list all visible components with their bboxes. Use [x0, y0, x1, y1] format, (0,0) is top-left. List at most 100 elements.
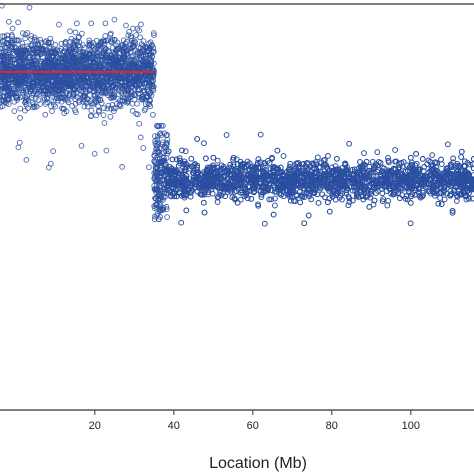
- data-point: [42, 42, 48, 49]
- data-point: [57, 79, 64, 86]
- data-point: [111, 105, 117, 112]
- data-point: [20, 56, 27, 63]
- data-point: [53, 86, 59, 93]
- data-point: [151, 216, 158, 222]
- data-point: [158, 158, 165, 164]
- data-point: [45, 164, 52, 171]
- data-point: [11, 98, 18, 105]
- data-point: [59, 105, 65, 112]
- data-point: [78, 142, 85, 149]
- data-point: [51, 101, 57, 108]
- data-point: [66, 62, 73, 68]
- data-point: [42, 111, 49, 118]
- data-point: [33, 61, 39, 67]
- data-point: [36, 46, 43, 52]
- data-point: [123, 83, 130, 90]
- data-point: [103, 75, 109, 82]
- data-point: [53, 92, 59, 99]
- data-point: [119, 42, 126, 49]
- data-point: [72, 109, 79, 116]
- data-point: [101, 105, 107, 111]
- data-point: [137, 70, 144, 76]
- data-point: [117, 75, 124, 82]
- data-point: [86, 40, 93, 46]
- data-point: [0, 89, 6, 96]
- data-point: [40, 75, 47, 81]
- data-point: [75, 34, 82, 41]
- data-point: [153, 186, 160, 193]
- data-point: [70, 81, 77, 88]
- data-point: [136, 27, 142, 34]
- data-point: [109, 93, 116, 100]
- data-point: [0, 46, 4, 52]
- data-point: [62, 96, 68, 103]
- data-point: [143, 93, 150, 100]
- data-point: [137, 61, 144, 68]
- data-point: [74, 73, 81, 80]
- data-point: [20, 48, 27, 54]
- data-point: [147, 103, 154, 110]
- data-point: [51, 89, 58, 96]
- data-point: [1, 33, 8, 40]
- data-point: [28, 83, 35, 90]
- data-point: [120, 37, 127, 44]
- data-point: [92, 75, 99, 82]
- data-point: [41, 63, 48, 69]
- data-point: [78, 88, 84, 94]
- data-point: [101, 120, 108, 126]
- data-point: [15, 19, 21, 26]
- data-point: [152, 150, 159, 156]
- data-point: [26, 4, 33, 11]
- data-point: [96, 42, 102, 49]
- data-point: [35, 82, 42, 88]
- data-point: [69, 55, 75, 62]
- data-point: [6, 18, 12, 25]
- data-point: [115, 75, 122, 82]
- data-point: [24, 63, 30, 69]
- data-point: [156, 122, 163, 129]
- data-point: [101, 62, 108, 68]
- data-point: [129, 59, 136, 66]
- data-point: [0, 57, 5, 63]
- data-point: [50, 46, 57, 53]
- data-point: [123, 22, 129, 29]
- data-point: [28, 36, 34, 42]
- data-point: [103, 147, 110, 154]
- data-point: [152, 133, 158, 139]
- data-point: [58, 73, 65, 80]
- data-point: [77, 49, 84, 56]
- data-point: [151, 32, 157, 39]
- data-point: [37, 58, 44, 65]
- data-point: [129, 83, 135, 90]
- data-point: [158, 132, 164, 139]
- data-point: [98, 100, 105, 106]
- data-point: [133, 32, 139, 38]
- data-point: [91, 150, 98, 157]
- data-point: [149, 81, 156, 88]
- data-point: [20, 30, 26, 37]
- data-point: [17, 65, 24, 72]
- data-point: [105, 54, 111, 61]
- data-point: [84, 88, 90, 95]
- data-point: [29, 73, 36, 79]
- data-point: [16, 59, 23, 66]
- data-point: [22, 98, 29, 105]
- data-point: [125, 77, 132, 83]
- data-point: [154, 133, 161, 139]
- data-point: [66, 73, 73, 80]
- data-point: [143, 48, 150, 54]
- data-point: [134, 111, 141, 118]
- data-point: [0, 72, 5, 79]
- data-point: [113, 50, 119, 57]
- data-point: [67, 65, 74, 71]
- data-point: [127, 41, 134, 48]
- data-point: [146, 55, 153, 62]
- data-point: [150, 44, 157, 51]
- data-point: [147, 39, 154, 46]
- data-point: [15, 144, 22, 151]
- data-point: [95, 97, 101, 104]
- data-point: [150, 30, 157, 36]
- data-point: [62, 40, 68, 47]
- data-point: [128, 35, 134, 41]
- data-point: [32, 78, 39, 84]
